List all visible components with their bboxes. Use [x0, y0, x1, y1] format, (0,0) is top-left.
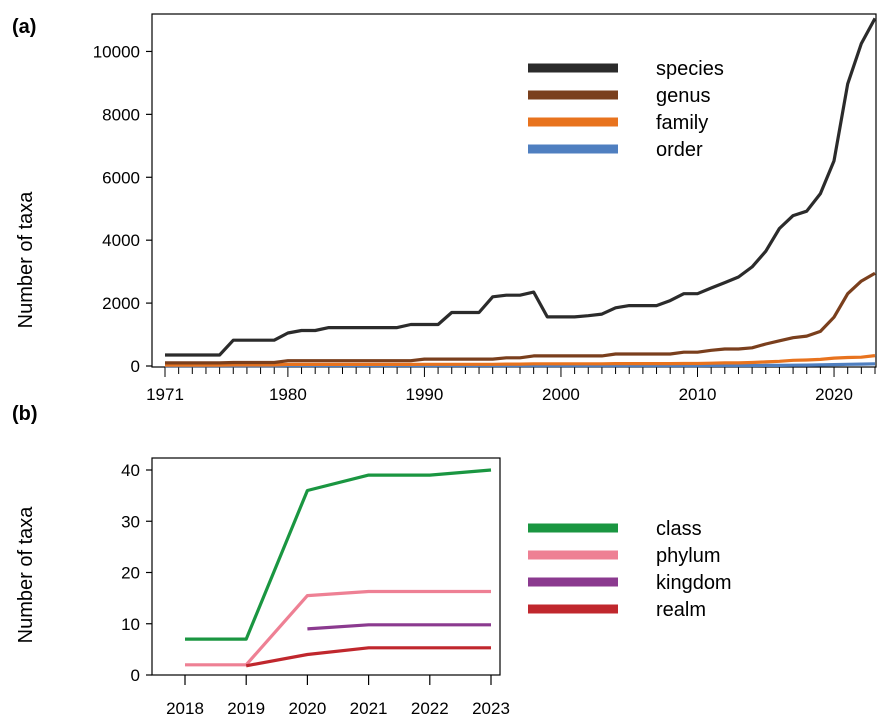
- series-line-genus: [165, 271, 876, 365]
- legend-label-genus: genus: [656, 85, 711, 107]
- panel-b-x-ticks: 2018 2019 2020 2021 2022 2023: [166, 675, 510, 718]
- series-line-realm: [245, 646, 491, 668]
- x-tick-label: 2010: [679, 385, 717, 404]
- legend-label-class: class: [656, 518, 702, 540]
- panel-a-y-axis-title: Number of taxa: [15, 191, 37, 329]
- panel-a-legend: species genus family order: [528, 58, 724, 161]
- legend-label-species: species: [656, 58, 724, 80]
- panel-b-y-ticks: 0 10 20 30 40: [121, 461, 152, 685]
- legend-label-kingdom: kingdom: [656, 572, 732, 594]
- legend-label-realm: realm: [656, 599, 706, 621]
- panel-b-series: [185, 468, 492, 668]
- panel-a-label: (a): [12, 16, 36, 38]
- panel-a-series: [165, 17, 877, 368]
- x-tick-label: 2000: [542, 385, 580, 404]
- legend-label-family: family: [656, 112, 708, 134]
- y-tick-label: 6000: [102, 168, 140, 187]
- y-tick-label: 0: [131, 666, 140, 685]
- y-tick-label: 10000: [93, 42, 140, 61]
- x-tick-label: 1980: [269, 385, 307, 404]
- panel-a-frame: [151, 13, 877, 368]
- x-tick-label: 2023: [472, 699, 510, 718]
- panel-a-y-ticks: 0 2000 4000 6000 8000 10000: [93, 42, 152, 376]
- panel-b-legend: class phylum kingdom realm: [528, 518, 732, 621]
- panel-a: (a) Number of taxa 0 2000 4000 6000 8000 1000…: [12, 13, 877, 404]
- y-tick-label: 8000: [102, 105, 140, 124]
- series-line-class: [185, 468, 492, 641]
- legend-label-phylum: phylum: [656, 545, 720, 567]
- y-tick-label: 0: [131, 357, 140, 376]
- x-tick-label: 2022: [411, 699, 449, 718]
- x-tick-label: 2019: [227, 699, 265, 718]
- x-tick-label: 1971: [146, 385, 184, 404]
- series-line-kingdom: [307, 623, 491, 631]
- y-tick-label: 10: [121, 615, 140, 634]
- y-tick-label: 20: [121, 564, 140, 583]
- series-line-family: [165, 354, 876, 367]
- panel-b-y-axis-title: Number of taxa: [15, 506, 37, 644]
- panel-a-x-ticks: 1971 1980 1990 2000 2010 2020: [146, 367, 876, 404]
- panel-b-frame: [151, 457, 501, 676]
- x-tick-label: 2018: [166, 699, 204, 718]
- y-tick-label: 4000: [102, 231, 140, 250]
- panel-b: (b) Number of taxa 0 10 20 30 40 2018 2019 202…: [12, 403, 732, 718]
- x-tick-label: 2020: [288, 699, 326, 718]
- x-tick-label: 2020: [815, 385, 853, 404]
- legend-label-order: order: [656, 139, 703, 161]
- x-tick-label: 2021: [350, 699, 388, 718]
- panel-b-label: (b): [12, 403, 38, 425]
- series-line-species: [165, 17, 877, 357]
- y-tick-label: 40: [121, 461, 140, 480]
- y-tick-label: 30: [121, 512, 140, 531]
- x-tick-label: 1990: [406, 385, 444, 404]
- y-tick-label: 2000: [102, 294, 140, 313]
- series-line-phylum: [185, 589, 491, 667]
